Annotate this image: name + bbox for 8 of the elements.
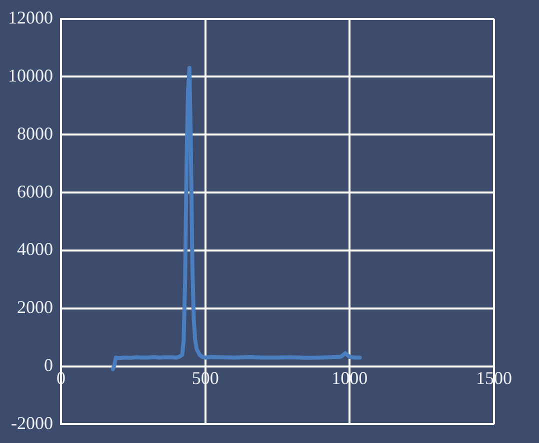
- y-tick-label: 8000: [17, 123, 53, 144]
- y-tick-label: 4000: [17, 239, 53, 260]
- y-tick-label: 6000: [17, 181, 53, 202]
- y-tick-label: 12000: [8, 8, 53, 28]
- y-tick-label: 2000: [17, 297, 53, 318]
- y-tick-label: 0: [44, 355, 53, 376]
- y-tick-label: -2000: [11, 412, 53, 433]
- y-tick-label: 10000: [8, 65, 53, 86]
